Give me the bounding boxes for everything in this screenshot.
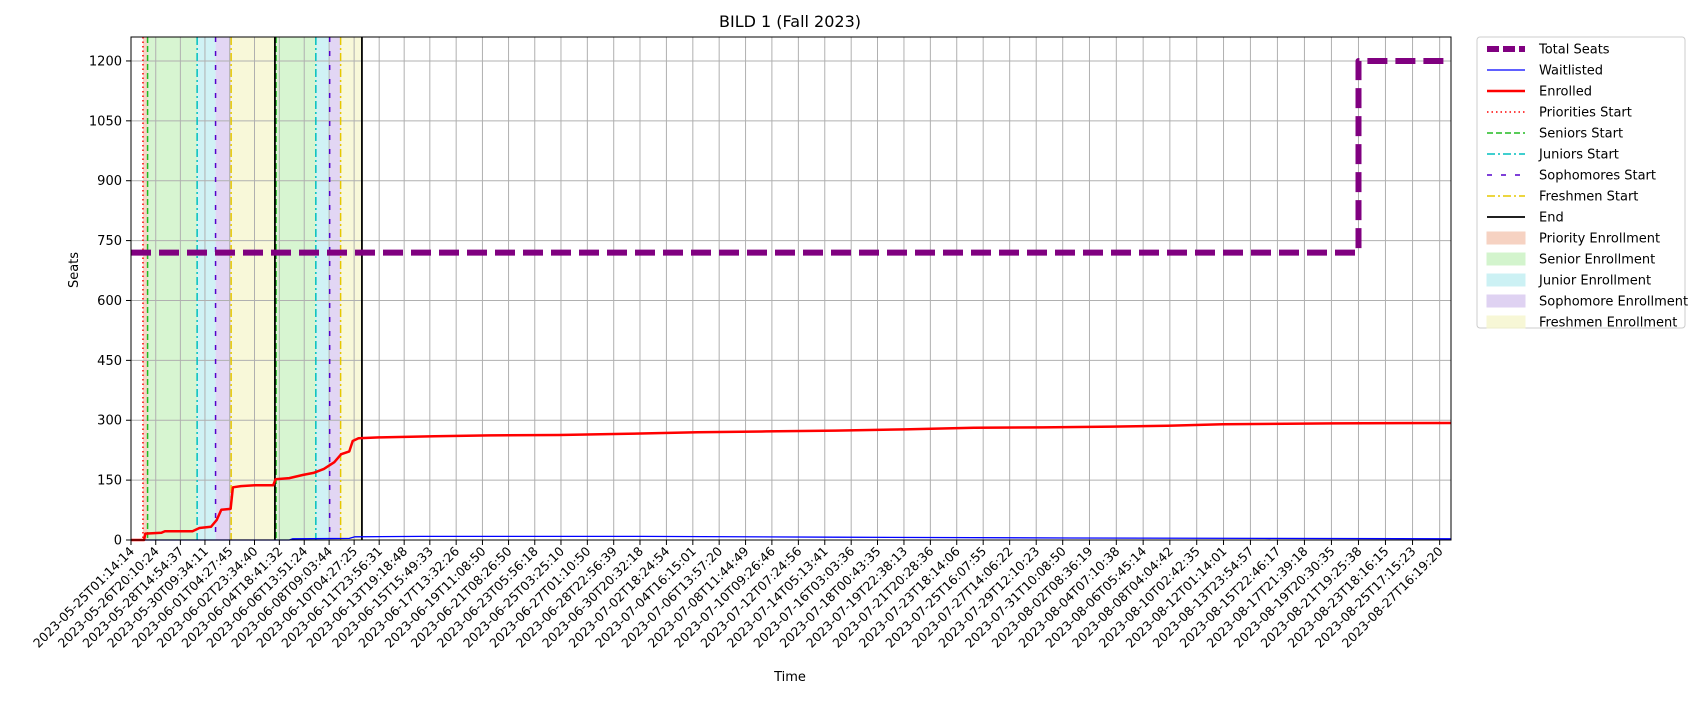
- sophomore-enrollment-legend-swatch: [1486, 294, 1526, 308]
- priority-enrollment-legend-label: Priority Enrollment: [1539, 232, 1660, 247]
- junior-enrollment-region: [315, 37, 330, 540]
- junior-enrollment-legend-label: Junior Enrollment: [1538, 274, 1651, 289]
- plot-area: 0150300450600750900105012002023-05-25T01…: [30, 36, 1452, 651]
- freshmen-start-legend-label: Freshmen Start: [1539, 190, 1638, 205]
- waitlisted-legend-label: Waitlisted: [1539, 64, 1603, 79]
- seniors-start-legend-label: Seniors Start: [1539, 127, 1623, 142]
- enrolled-line: [131, 421, 1452, 542]
- y-tick-label: 1050: [89, 114, 122, 129]
- waitlisted-line: [131, 535, 1452, 541]
- y-axis-label: Seats: [67, 252, 82, 288]
- sophomore-enrollment-legend-label: Sophomore Enrollment: [1539, 295, 1688, 310]
- priority-enrollment-legend-swatch: [1486, 231, 1526, 245]
- y-tick-label: 1200: [89, 54, 122, 69]
- senior-enrollment-legend-label: Senior Enrollment: [1539, 253, 1655, 268]
- freshmen-enrollment-legend-swatch: [1486, 315, 1526, 329]
- legend: Total Seats Waitlisted Enrolled Priorities …: [1476, 36, 1688, 331]
- juniors-start-legend-label: Juniors Start: [1538, 148, 1619, 163]
- end-legend-label: End: [1539, 211, 1564, 226]
- y-tick-label: 750: [97, 234, 122, 249]
- enrolled-legend-label: Enrolled: [1539, 85, 1592, 100]
- x-axis-label: Time: [773, 670, 806, 685]
- freshmen-enrollment-region: [231, 37, 275, 540]
- sophomore-enrollment-region: [215, 37, 232, 540]
- freshmen-enrollment-region: [340, 37, 362, 540]
- y-tick-label: 150: [97, 474, 122, 489]
- sophomore-enrollment-region: [329, 37, 341, 540]
- y-tick-label: 450: [97, 354, 122, 369]
- legend-box: [1476, 36, 1686, 329]
- senior-enrollment-region: [276, 37, 316, 540]
- total-seats-line: [131, 58, 1451, 256]
- priorities-start-legend-label: Priorities Start: [1539, 106, 1632, 121]
- y-tick-label: 0: [114, 534, 122, 549]
- sophomores-start-legend-label: Sophomores Start: [1539, 169, 1656, 184]
- y-tick-label: 900: [97, 174, 122, 189]
- plot-frame: [130, 36, 1452, 541]
- junior-enrollment-legend-swatch: [1486, 273, 1526, 287]
- senior-enrollment-legend-swatch: [1486, 252, 1526, 266]
- y-tick-label: 600: [97, 294, 122, 309]
- junior-enrollment-region: [197, 37, 216, 540]
- senior-enrollment-region: [147, 37, 198, 540]
- priority-enrollment-region: [142, 37, 148, 540]
- total-seats-legend-label: Total Seats: [1538, 43, 1610, 58]
- y-tick-label: 300: [97, 414, 122, 429]
- freshmen-enrollment-legend-label: Freshmen Enrollment: [1539, 316, 1677, 331]
- chart-title: BILD 1 (Fall 2023): [719, 12, 861, 31]
